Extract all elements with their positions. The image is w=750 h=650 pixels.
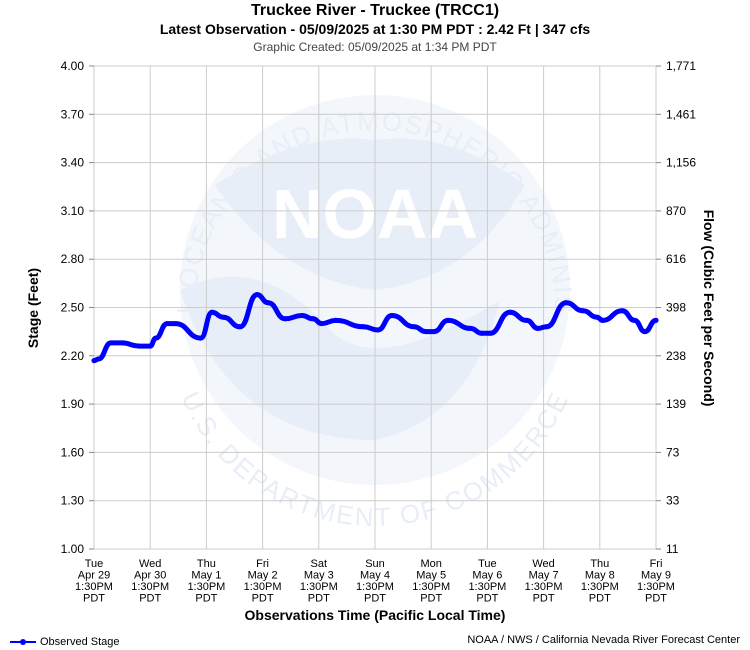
- y-axis-ticks: 1.00 1.30 1.60 1.90 2.20 2.50 2.80 3.10 3.40 3.70…: [61, 59, 94, 556]
- y2-tick-label: 33: [666, 494, 680, 508]
- y-axis-label: Stage (Feet): [25, 268, 41, 348]
- legend-line-marker: [10, 639, 36, 645]
- y2-tick-label: 1,461: [666, 107, 696, 121]
- data-point: [220, 314, 226, 320]
- data-point: [423, 329, 429, 335]
- y-tick-label: 2.80: [61, 252, 85, 266]
- data-point: [198, 335, 204, 341]
- data-point: [389, 313, 395, 318]
- y-tick-label: 3.70: [61, 107, 85, 121]
- data-point: [164, 321, 170, 327]
- y-tick-label: 1.00: [61, 542, 85, 556]
- y-tick-label: 3.10: [61, 204, 85, 218]
- y2-tick-label: 73: [666, 445, 680, 459]
- data-point: [524, 317, 530, 323]
- y-tick-label: 1.60: [61, 445, 85, 459]
- y-tick-label: 4.00: [61, 59, 85, 73]
- data-point: [237, 324, 243, 330]
- data-point: [119, 340, 125, 346]
- data-point: [91, 358, 97, 364]
- y2-axis-label: Flow (Cubic Feet per Second): [701, 210, 717, 407]
- data-point: [632, 317, 638, 323]
- data-point: [580, 308, 586, 314]
- x-axis-label: Observations Time (Pacific Local Time): [245, 607, 506, 623]
- data-point: [619, 308, 625, 314]
- data-point: [600, 317, 606, 323]
- data-point: [333, 317, 339, 323]
- data-point: [487, 330, 493, 336]
- data-point: [431, 329, 437, 335]
- data-point: [299, 313, 305, 318]
- data-point: [319, 321, 325, 327]
- data-point: [310, 316, 316, 322]
- x-tick-label: Fri May 2 1:30PM PDT: [244, 558, 282, 605]
- data-point: [147, 343, 153, 349]
- data-point: [468, 325, 473, 331]
- x-tick-label: Mon May 5 1:30PM PDT: [412, 558, 450, 605]
- created-timestamp: Graphic Created: 05/09/2025 at 1:34 PM P…: [253, 40, 497, 54]
- y2-tick-label: 870: [666, 204, 686, 218]
- data-point: [108, 340, 114, 346]
- y2-tick-label: 139: [666, 397, 686, 411]
- data-point: [375, 327, 381, 333]
- y2-tick-label: 238: [666, 349, 686, 363]
- data-point: [282, 316, 288, 322]
- data-point: [507, 309, 513, 315]
- data-point: [136, 343, 142, 349]
- observed-stage-series: [91, 292, 659, 364]
- data-point: [445, 317, 451, 323]
- x-tick-label: Tue May 6 1:30PM PDT: [468, 558, 506, 605]
- x-tick-label: Wed May 7 1:30PM PDT: [525, 558, 563, 605]
- y-tick-label: 1.90: [61, 397, 85, 411]
- x-tick-label: Wed Apr 30 1:30PM PDT: [131, 558, 169, 605]
- y2-tick-label: 616: [666, 252, 686, 266]
- data-point: [361, 324, 367, 330]
- data-point: [265, 300, 271, 306]
- x-tick-label: Thu May 8 1:30PM PDT: [581, 558, 619, 605]
- x-tick-label: Sun May 4 1:30PM PDT: [356, 558, 394, 605]
- y2-tick-label: 1,771: [666, 59, 696, 73]
- x-tick-label: Sat May 3 1:30PM PDT: [300, 558, 338, 605]
- chart-title: Truckee River - Truckee (TRCC1): [250, 2, 500, 19]
- data-point: [535, 325, 541, 331]
- y-tick-label: 3.40: [61, 156, 85, 170]
- y-tick-label: 2.20: [61, 349, 85, 363]
- legend-label: Observed Stage: [40, 636, 120, 648]
- watermark-wave: [180, 276, 500, 440]
- y-tick-label: 2.50: [61, 301, 85, 315]
- data-point: [653, 317, 659, 323]
- x-axis-ticks: Tue Apr 29 1:30PM PDT Wed Apr 30 1:30PM PDT Thu M…: [75, 558, 675, 605]
- data-point: [153, 335, 159, 341]
- y2-tick-label: 11: [666, 542, 679, 556]
- legend: Observed Stage: [10, 636, 120, 648]
- chart-subtitle: Latest Observation - 05/09/2025 at 1:30 …: [159, 21, 591, 37]
- data-point: [479, 330, 485, 336]
- data-point: [411, 324, 417, 330]
- data-point: [254, 292, 260, 298]
- data-point: [96, 356, 101, 362]
- x-tick-label: Fri May 9 1:30PM PDT: [637, 558, 675, 605]
- data-point: [642, 329, 648, 335]
- data-point: [543, 324, 549, 330]
- y2-axis-ticks: 11 33 73 139 238 398 616 870 1,156 1,461 1,771: [656, 59, 696, 556]
- watermark-gull-wing: [215, 138, 525, 290]
- y2-tick-label: 398: [666, 301, 686, 315]
- data-point: [173, 321, 178, 327]
- y2-tick-label: 1,156: [666, 156, 696, 170]
- data-point: [594, 314, 600, 320]
- credit-text: NOAA / NWS / California Nevada River For…: [467, 634, 740, 646]
- data-point: [563, 300, 569, 306]
- data-point: [209, 309, 215, 315]
- x-tick-label: Tue Apr 29 1:30PM PDT: [75, 558, 113, 605]
- y-tick-label: 1.30: [61, 494, 85, 508]
- x-tick-label: Thu May 1 1:30PM PDT: [187, 558, 225, 605]
